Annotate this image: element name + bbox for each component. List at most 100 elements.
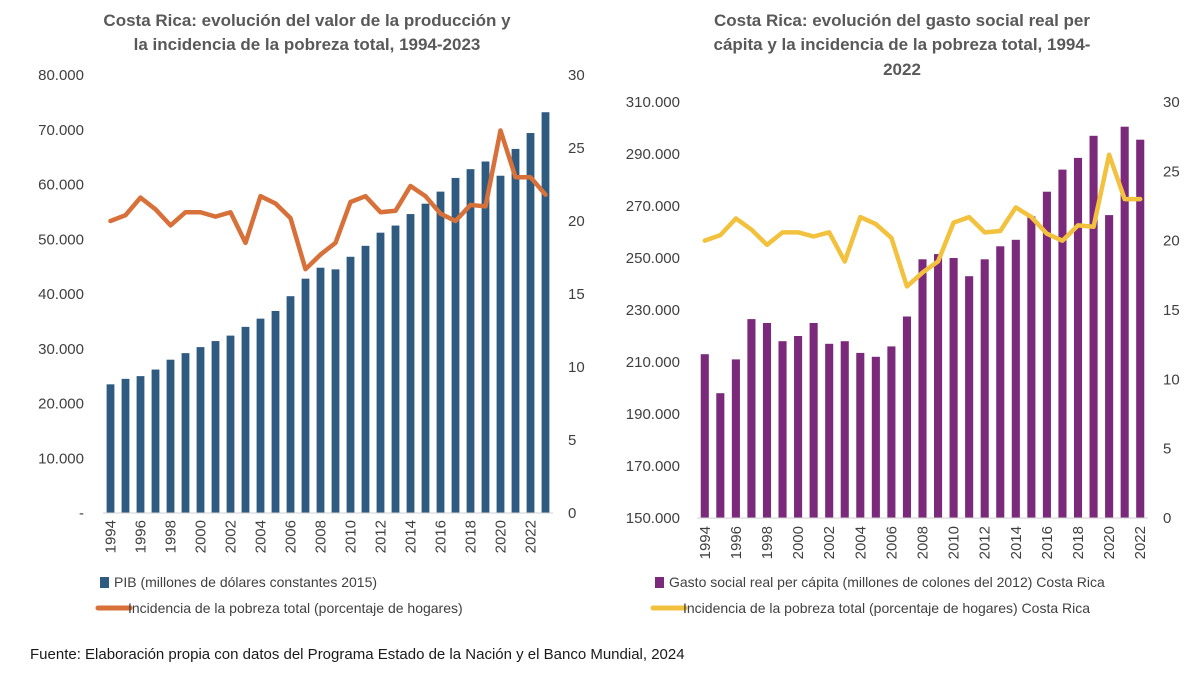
chart1-y-tick-label: 30.000: [38, 341, 84, 358]
chart2-legend-bar-label: Gasto social real per cápita (millones d…: [669, 574, 1105, 590]
chart1-y-tick-label: -: [79, 505, 84, 522]
chart2-x-tick-label: 2018: [1070, 526, 1087, 559]
chart2-bar: [934, 254, 943, 518]
chart2-bar: [840, 341, 849, 518]
chart1-y2-tick-label: 25: [568, 140, 585, 157]
chart1-x-tick-label: 2018: [463, 520, 480, 553]
chart1-bar: [211, 341, 220, 513]
chart1-y-tick-label: 80.000: [38, 67, 84, 84]
chart2-bar: [1027, 216, 1036, 518]
chart1-bar: [136, 376, 145, 514]
chart2-bar: [1120, 126, 1129, 518]
chart2-bar: [949, 258, 958, 518]
chart2-bar: [1011, 239, 1020, 519]
chart1-y-tick-label: 60.000: [38, 177, 84, 194]
chart1-y-tick-label: 40.000: [38, 286, 84, 303]
chart1-x-tick-label: 1996: [133, 520, 150, 553]
chart2-bar: [1105, 215, 1114, 518]
chart1-x-tick-label: 2016: [433, 520, 450, 553]
chart2-bar: [1058, 169, 1067, 518]
chart2-bar: [856, 352, 865, 518]
chart1-legend-bar-label: PIB (millones de dólares constantes 2015…: [114, 574, 377, 590]
chart1-x-tick-label: 2012: [373, 520, 390, 553]
chart1-bar: [406, 214, 415, 513]
chart1-bar: [376, 232, 385, 513]
chart1-y2-tick-label: 0: [568, 505, 576, 522]
chart1-bar: [151, 369, 160, 513]
chart2-y2-tick-label: 10: [1163, 371, 1180, 388]
chart2-y2-tick-label: 15: [1163, 302, 1180, 319]
chart1-bar: [451, 177, 460, 513]
chart2-x-tick-label: 2010: [946, 526, 963, 559]
chart2-bar: [762, 323, 772, 518]
chart2-x-tick-label: 1996: [728, 526, 745, 559]
chart1-x-tick-label: 1998: [163, 520, 180, 553]
chart1-bar: [481, 161, 490, 513]
chart1-y2-tick-label: 5: [568, 432, 576, 449]
chart2-bar: [747, 319, 756, 518]
chart2-bar: [887, 346, 896, 518]
chart2-y2-tick-label: 5: [1163, 441, 1171, 458]
chart1-y2-tick-label: 10: [568, 359, 585, 376]
chart2-poverty-line: [702, 152, 1143, 289]
chart1-bar: [106, 384, 115, 513]
chart1-y2-tick-label: 20: [568, 213, 585, 230]
chart2-bar: [731, 359, 740, 518]
chart2-y-tick-label: 190.000: [626, 406, 680, 423]
chart2-bar: [871, 356, 880, 518]
chart2-x-tick-label: 2000: [790, 526, 807, 559]
chart2-y2-tick-label: 20: [1163, 233, 1180, 250]
chart1-bar: [421, 203, 430, 513]
chart2-bar: [902, 316, 911, 518]
chart2-y-tick-label: 170.000: [626, 458, 680, 475]
chart1-bar: [121, 378, 130, 513]
chart1-bar: [436, 191, 445, 513]
chart1-bar: [496, 175, 505, 514]
chart1-bar: [286, 296, 295, 513]
chart1-x-tick-label: 2010: [343, 520, 360, 553]
chart2-bar: [996, 246, 1005, 519]
chart2-bar: [825, 343, 834, 518]
chart2-bar: [700, 354, 709, 518]
chart1-bar: [331, 269, 340, 513]
chart2-x-tick-label: 2016: [1039, 526, 1056, 559]
chart1-legend-line-label: Incidencia de la pobreza total (porcenta…: [128, 600, 463, 616]
chart2-title-line: 2022: [883, 60, 921, 79]
chart1-bar: [526, 133, 535, 513]
chart2-x-tick-label: 2008: [915, 526, 932, 559]
chart1-bar: [541, 112, 550, 513]
chart2-bar: [778, 341, 787, 518]
chart2-x-tick-label: 1994: [697, 526, 714, 559]
chart1-y-tick-label: 10.000: [38, 450, 84, 467]
chart2-x-tick-label: 2004: [852, 526, 869, 559]
chart1-x-tick-label: 1994: [103, 520, 120, 553]
chart2-legend-line-label: Incidencia de la pobreza total (porcenta…: [683, 600, 1090, 616]
chart2-bar: [809, 323, 818, 518]
chart2-x-tick-label: 2014: [1008, 526, 1025, 559]
chart1-bar: [256, 318, 265, 513]
chart1-title-line: Costa Rica: evolución del valor de la pr…: [103, 11, 511, 30]
chart2-bar: [1136, 139, 1145, 518]
chart2-x-tick-label: 2022: [1132, 526, 1149, 559]
chart1-bar: [346, 256, 355, 513]
chart2-bar: [1042, 191, 1051, 518]
chart1-x-tick-label: 2014: [403, 520, 420, 553]
chart1-bar: [316, 267, 325, 513]
chart1-bar: [466, 169, 475, 514]
chart1-x-tick-label: 2002: [223, 520, 240, 553]
chart2-title-line: cápita y la incidencia de la pobreza tot…: [714, 35, 1091, 54]
chart2-title-line: Costa Rica: evolución del gasto social r…: [714, 11, 1090, 30]
chart1-title-line: la incidencia de la pobreza total, 1994-…: [134, 35, 481, 54]
source-note: Fuente: Elaboración propia con datos del…: [30, 646, 685, 663]
chart2-x-tick-label: 2020: [1101, 526, 1118, 559]
chart1-legend-bar-swatch: [100, 577, 109, 588]
chart1-bar: [166, 359, 175, 513]
chart2-bar: [1073, 157, 1083, 518]
chart2-bar: [965, 276, 974, 518]
chart2-y-tick-label: 150.000: [626, 510, 680, 527]
chart2-x-tick-label: 2002: [821, 526, 838, 559]
chart2-y2-tick-label: 0: [1163, 510, 1171, 527]
chart2-y-tick-label: 310.000: [626, 94, 680, 111]
chart2-y-tick-label: 210.000: [626, 354, 680, 371]
